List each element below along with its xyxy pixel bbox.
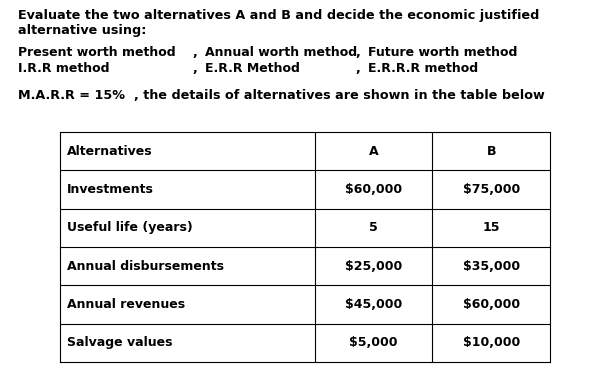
Text: A: A <box>369 145 378 158</box>
Text: ,: , <box>355 46 360 59</box>
Text: $10,000: $10,000 <box>463 336 520 349</box>
Text: $75,000: $75,000 <box>463 183 520 196</box>
Text: Present worth method: Present worth method <box>18 46 176 59</box>
Text: Annual revenues: Annual revenues <box>67 298 185 311</box>
Text: ,: , <box>192 62 197 75</box>
Text: E.R.R Method: E.R.R Method <box>205 62 300 75</box>
Text: Evaluate the two alternatives A and B and decide the economic justified: Evaluate the two alternatives A and B an… <box>18 9 540 22</box>
Text: I.R.R method: I.R.R method <box>18 62 109 75</box>
Text: ,: , <box>192 46 197 59</box>
Text: $5,000: $5,000 <box>349 336 398 349</box>
Text: Annual worth method: Annual worth method <box>205 46 357 59</box>
Text: $60,000: $60,000 <box>345 183 402 196</box>
Text: 5: 5 <box>369 221 378 234</box>
Text: E.R.R.R method: E.R.R.R method <box>368 62 478 75</box>
Text: alternative using:: alternative using: <box>18 24 147 37</box>
Text: Salvage values: Salvage values <box>67 336 173 349</box>
Text: Future worth method: Future worth method <box>368 46 517 59</box>
Text: $60,000: $60,000 <box>463 298 519 311</box>
Text: 15: 15 <box>482 221 500 234</box>
Text: ,: , <box>355 62 360 75</box>
Text: B: B <box>486 145 496 158</box>
Text: M.A.R.R = 15%  , the details of alternatives are shown in the table below: M.A.R.R = 15% , the details of alternati… <box>18 89 545 102</box>
Text: Alternatives: Alternatives <box>67 145 152 158</box>
Text: Investments: Investments <box>67 183 154 196</box>
Text: $45,000: $45,000 <box>345 298 402 311</box>
Text: $35,000: $35,000 <box>463 260 519 273</box>
Text: $25,000: $25,000 <box>345 260 402 273</box>
Text: Annual disbursements: Annual disbursements <box>67 260 224 273</box>
Text: Useful life (years): Useful life (years) <box>67 221 193 234</box>
